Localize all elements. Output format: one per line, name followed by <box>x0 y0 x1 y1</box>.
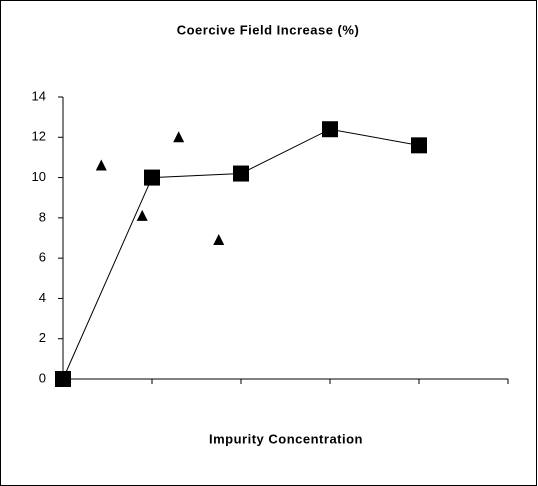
chart-title: Coercive Field Increase (%) <box>177 22 360 37</box>
triangle-marker <box>95 159 107 171</box>
square-marker <box>322 121 338 138</box>
triangle-marker <box>136 209 148 221</box>
y-tick-label: 12 <box>32 129 46 144</box>
y-tick-label: 0 <box>39 370 46 385</box>
y-tick-label: 10 <box>32 169 46 184</box>
y-tick-label: 14 <box>32 88 46 103</box>
y-tick-label: 4 <box>39 290 46 305</box>
square-marker <box>233 165 249 182</box>
x-axis-label: Impurity Concentration <box>209 431 363 446</box>
y-tick-label: 8 <box>39 209 46 224</box>
y-tick-label: 2 <box>39 330 46 345</box>
square-marker <box>144 169 160 186</box>
triangle-marker <box>173 131 185 143</box>
square-marker <box>411 137 427 154</box>
triangle-marker <box>213 234 225 246</box>
square-marker <box>55 371 71 387</box>
y-tick-label: 6 <box>39 250 46 265</box>
